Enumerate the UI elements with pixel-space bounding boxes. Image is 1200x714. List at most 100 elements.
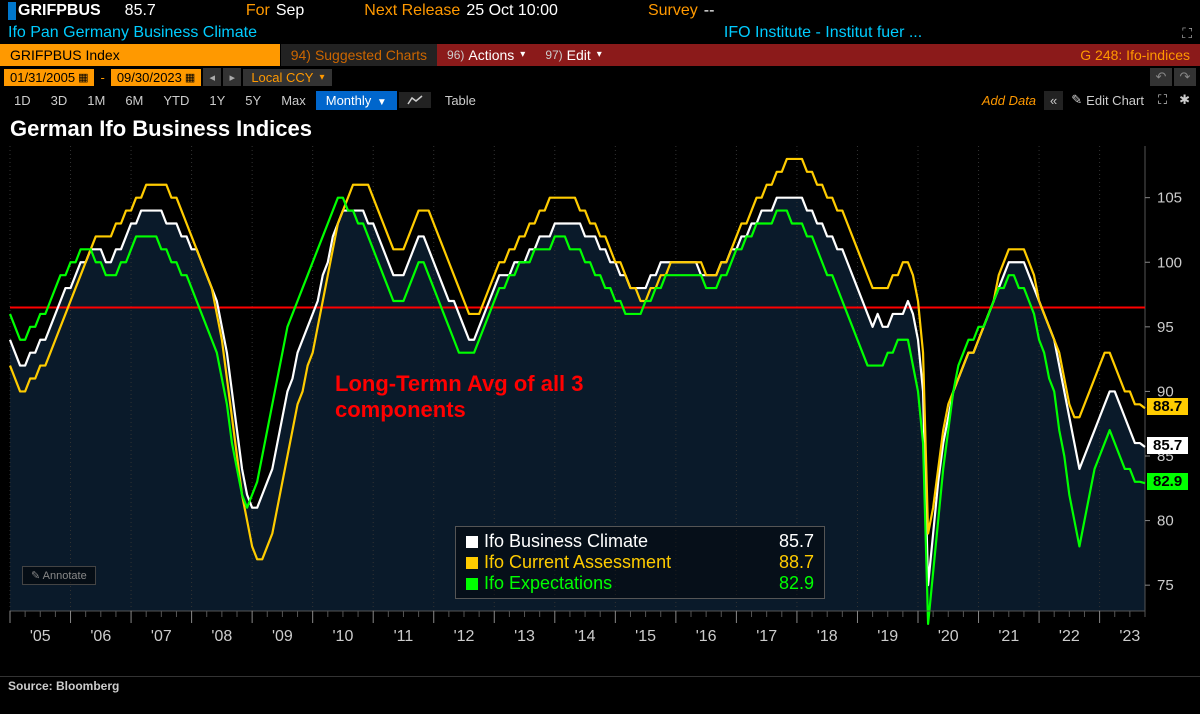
start-date-input[interactable]: 01/31/2005 ▦ [4,69,94,86]
redo-button[interactable]: ↷ [1174,68,1196,86]
range-row: 1D3D1M6MYTD1Y5YMax Monthly ▼ Table Add D… [0,88,1200,112]
svg-text:'13: '13 [514,628,535,645]
next-release-value: 25 Oct 10:00 [466,2,558,20]
suggested-label: Suggested Charts [315,47,427,63]
svg-text:105: 105 [1157,190,1182,207]
ccy-label: Local CCY [251,70,313,85]
calendar-icon: ▦ [78,71,88,84]
date-dash: - [96,70,108,85]
chart-id-text: G 248: Ifo-indices [1080,47,1190,63]
add-data-label: Add Data [982,93,1036,108]
chevron-down-icon: ▾ [597,49,602,60]
undo-button[interactable]: ↶ [1150,68,1172,86]
svg-text:'10: '10 [333,628,354,645]
legend-value: 85.7 [779,531,814,552]
actions-label: Actions [468,47,514,63]
next-release-label: Next Release [364,2,460,20]
legend-swatch [466,557,478,569]
svg-text:'05: '05 [30,628,51,645]
chart-id-label: G 248: Ifo-indices [1070,44,1200,66]
ticker-value: 85.7 [125,2,156,20]
settings-button[interactable]: ✱ [1173,90,1196,110]
annotate-label: Annotate [43,570,87,582]
legend-item: Ifo Expectations 82.9 [466,573,814,594]
range-button-ytd[interactable]: YTD [153,91,199,110]
legend-label: Ifo Expectations [484,573,753,594]
svg-text:'06: '06 [90,628,111,645]
index-tab-label: GRIFPBUS Index [10,47,120,63]
legend-box: Ifo Business Climate85.7Ifo Current Asse… [455,526,825,599]
pencil-icon: ✎ [31,570,43,582]
legend-label: Ifo Current Assessment [484,552,753,573]
next-button[interactable]: ▸ [223,68,241,86]
svg-text:'14: '14 [575,628,596,645]
svg-text:'18: '18 [817,628,838,645]
value-tag: 82.9 [1147,473,1188,490]
ccy-selector[interactable]: Local CCY ▾ [243,69,332,86]
edit-chart-label: Edit Chart [1086,93,1144,108]
value-tag: 85.7 [1147,437,1188,454]
range-button-1d[interactable]: 1D [4,91,41,110]
annotation-text: Long-Termn Avg of all 3components [335,371,584,424]
value-tag: 88.7 [1147,398,1188,415]
svg-text:'07: '07 [151,628,172,645]
range-button-6m[interactable]: 6M [115,91,153,110]
range-buttons: 1D3D1M6MYTD1Y5YMax [4,91,316,110]
fullscreen-button[interactable]: ⛶ [1152,90,1173,110]
expand-icon[interactable]: ⛶ [1182,25,1192,42]
chevron-down-icon: ▾ [520,49,525,60]
ticker-bar [8,2,16,20]
chart-type-button[interactable] [399,92,431,108]
actions-menu[interactable]: 96) Actions ▾ [437,44,535,66]
edit-label: Edit [567,47,591,63]
svg-text:'21: '21 [998,628,1019,645]
survey-label: Survey [648,2,698,20]
collapse-button[interactable]: « [1044,91,1063,110]
range-button-5y[interactable]: 5Y [235,91,271,110]
end-date-input[interactable]: 09/30/2023 ▦ [111,69,201,86]
subtitle-left: Ifo Pan Germany Business Climate [8,24,257,42]
index-tab[interactable]: GRIFPBUS Index [0,44,281,66]
range-button-1m[interactable]: 1M [77,91,115,110]
range-button-3d[interactable]: 3D [41,91,78,110]
edit-chart-button[interactable]: ✎ Edit Chart [1063,90,1152,110]
survey-value: -- [704,2,715,20]
svg-text:'19: '19 [877,628,898,645]
start-date-value: 01/31/2005 [10,70,75,85]
edit-menu[interactable]: 97) Edit ▾ [535,44,612,66]
source-label: Source: Bloomberg [0,676,1200,695]
legend-value: 82.9 [779,573,814,594]
actions-num: 96) [447,48,464,62]
subtitle-right: IFO Institute - Institut fuer ... [724,24,922,42]
pencil-icon: ✎ [1071,92,1082,108]
annotate-button[interactable]: ✎ Annotate [22,566,96,585]
chart-container: 7580859095100105'05'06'07'08'09'10'11'12… [0,146,1200,676]
header-row-1: GRIFPBUS 85.7 For Sep Next Release 25 Oc… [0,0,1200,22]
legend-value: 88.7 [779,552,814,573]
date-row: 01/31/2005 ▦ - 09/30/2023 ▦ ◂ ▸ Local CC… [0,66,1200,88]
suggested-charts-tab[interactable]: 94) Suggested Charts [281,44,437,66]
table-button[interactable]: Table [433,91,488,110]
chevron-down-icon: ▾ [319,72,324,83]
range-button-max[interactable]: Max [271,91,316,110]
toolbar: GRIFPBUS Index 94) Suggested Charts 96) … [0,44,1200,66]
table-label: Table [445,93,476,108]
svg-text:'11: '11 [394,628,414,645]
range-button-1y[interactable]: 1Y [199,91,235,110]
chart-title: German Ifo Business Indices [0,112,1200,146]
svg-text:'16: '16 [696,628,717,645]
svg-text:'15: '15 [635,628,656,645]
line-chart-icon [407,94,423,106]
svg-text:80: 80 [1157,513,1174,530]
for-label: For [246,2,270,20]
svg-text:'09: '09 [272,628,293,645]
add-data-input[interactable]: Add Data [974,93,1044,108]
svg-text:'08: '08 [211,628,232,645]
prev-button[interactable]: ◂ [203,68,221,86]
edit-num: 97) [545,48,562,62]
period-label: Monthly [326,93,372,108]
end-date-value: 09/30/2023 [117,70,182,85]
ticker-symbol: GRIFPBUS [18,2,101,20]
ticker-box: GRIFPBUS 85.7 [8,2,156,20]
period-selector[interactable]: Monthly ▼ [316,91,397,110]
